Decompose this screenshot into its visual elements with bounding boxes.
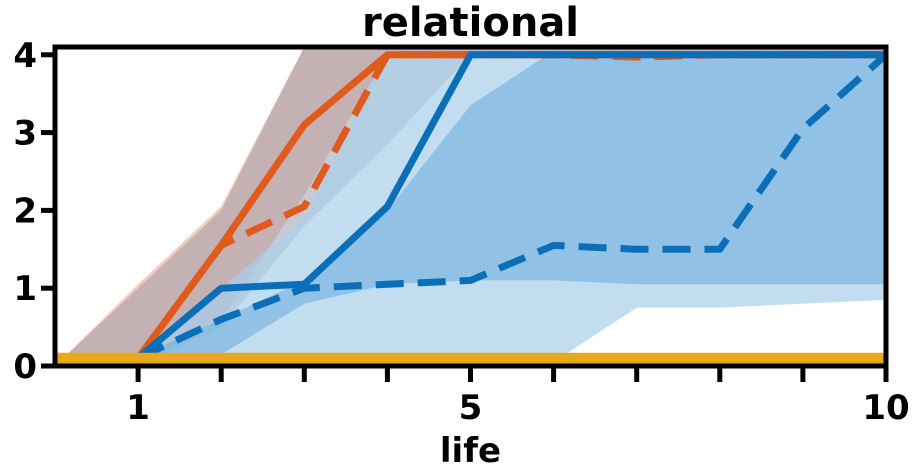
y-tick-label: 0 bbox=[13, 347, 37, 387]
x-tick-label: 5 bbox=[459, 388, 483, 428]
series-line-4 bbox=[136, 52, 889, 362]
confidence-band-1 bbox=[55, 47, 886, 366]
series-line-3 bbox=[135, 51, 886, 361]
series-lines bbox=[55, 51, 889, 364]
y-tick-label: 1 bbox=[13, 269, 37, 309]
x-tick-label: 10 bbox=[862, 388, 909, 428]
x-tick-label: 1 bbox=[126, 388, 150, 428]
y-tick-label: 4 bbox=[13, 36, 37, 76]
y-tick-label: 2 bbox=[13, 191, 37, 231]
x-axis-label: life bbox=[440, 431, 501, 471]
confidence-band-2 bbox=[55, 47, 886, 366]
chart-title: relational bbox=[362, 0, 579, 46]
confidence-band-4 bbox=[55, 50, 886, 366]
axes: 1 5 10 0 1 2 3 4 bbox=[13, 36, 909, 428]
confidence-bands bbox=[55, 47, 886, 366]
y-tick-label: 3 bbox=[13, 114, 37, 154]
